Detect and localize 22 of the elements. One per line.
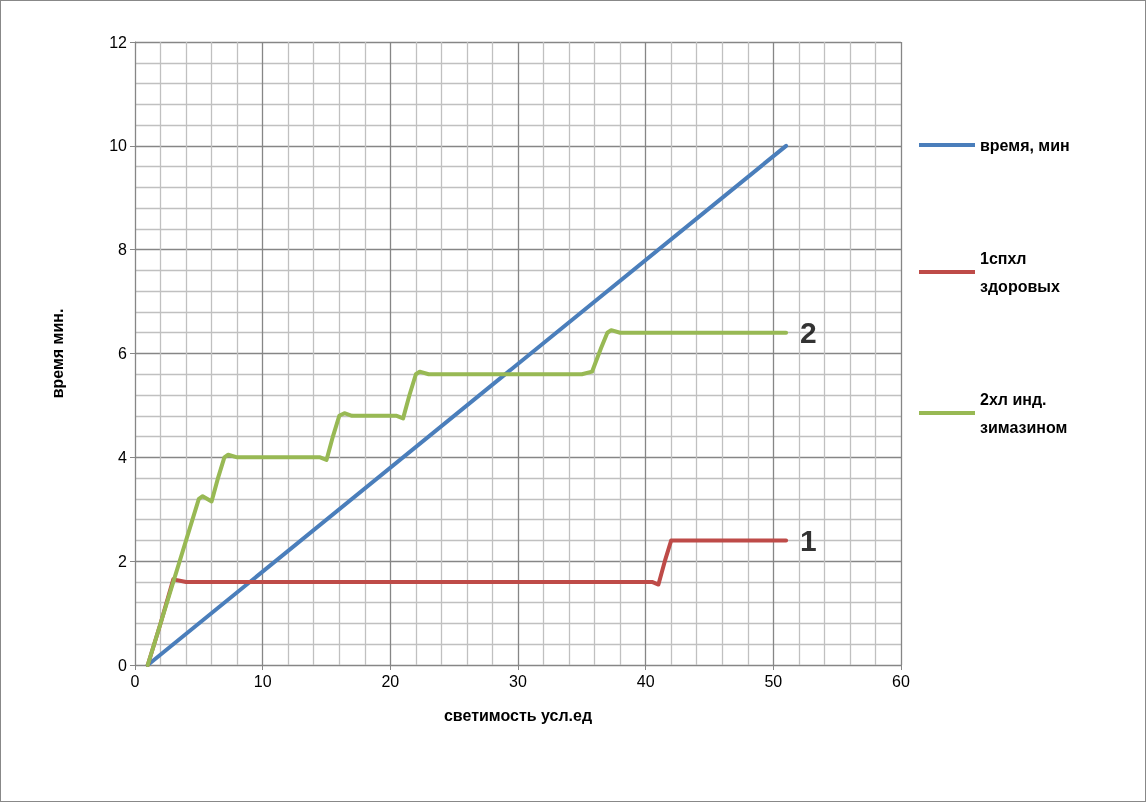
y-tick-label: 12 — [109, 33, 128, 51]
x-axis-title: светимость усл.ед — [443, 706, 593, 724]
line-series — [145, 328, 789, 667]
y-tick-label: 10 — [109, 137, 128, 155]
y-tick-label: 4 — [118, 448, 128, 466]
x-tick-label: 60 — [892, 672, 910, 690]
x-tick-label: 50 — [764, 672, 783, 690]
y-tick-label: 6 — [118, 345, 128, 362]
x-tick-label: 10 — [253, 672, 272, 690]
annotation: 2 — [800, 316, 817, 350]
legend-label: время, мин — [980, 136, 1070, 154]
legend-label: 2хл инд. зимазином — [980, 390, 1068, 436]
x-tick-label: 20 — [381, 672, 400, 690]
y-tick-label: 2 — [118, 552, 128, 570]
x-tick-label: 30 — [509, 672, 527, 690]
x-tick-label: 40 — [636, 672, 655, 690]
y-tick-label: 0 — [118, 656, 128, 674]
y-tick-label: 8 — [118, 241, 128, 259]
y-axis-title: время мин. — [48, 308, 66, 399]
legend-label: 1спхл здоровых — [980, 249, 1060, 295]
x-tick-label: 0 — [130, 672, 140, 690]
annotation: 1 — [800, 523, 817, 557]
